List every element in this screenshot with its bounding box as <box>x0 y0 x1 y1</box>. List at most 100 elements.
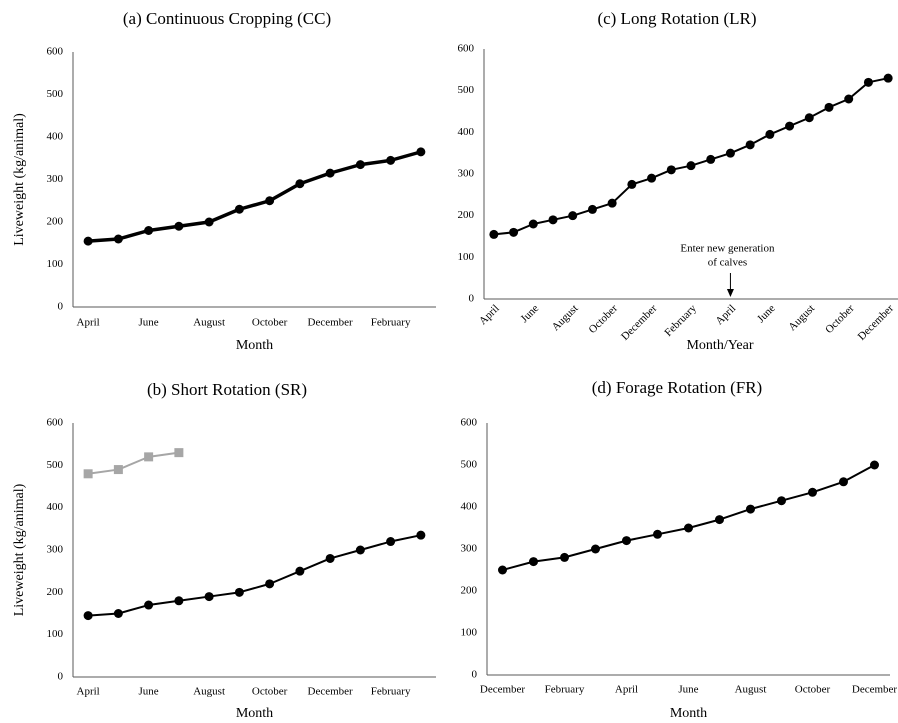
point <box>560 552 569 562</box>
chart-title: (a) Continuous Cropping (CC) <box>123 9 331 28</box>
x-axis-label: Month <box>236 338 273 353</box>
point <box>416 147 426 157</box>
point <box>684 523 693 533</box>
y-tick-label: 0 <box>58 671 64 683</box>
y-tick-label: 300 <box>461 543 478 555</box>
point <box>83 611 93 621</box>
x-tick-label: April <box>713 302 738 327</box>
annotation: of calves <box>708 257 747 269</box>
point <box>174 221 184 231</box>
x-tick-label: October <box>252 317 288 329</box>
chart-title: (c) Long Rotation (LR) <box>597 9 756 28</box>
point <box>295 179 305 189</box>
y-axis-label: Liveweight (kg/animal) <box>12 113 27 246</box>
point <box>509 227 519 237</box>
y-tick-label: 200 <box>47 586 64 598</box>
point <box>568 211 578 221</box>
point <box>204 217 214 227</box>
point <box>706 154 716 164</box>
point <box>804 113 814 123</box>
y-tick-label: 300 <box>47 544 64 556</box>
x-tick-label: August <box>550 302 581 333</box>
y-tick-label: 400 <box>458 126 475 138</box>
x-tick-label: April <box>77 686 100 698</box>
y-tick-label: 0 <box>469 293 475 305</box>
x-tick-label: June <box>139 317 159 329</box>
x-tick-label: December <box>852 684 898 696</box>
point <box>863 77 873 87</box>
point <box>777 496 786 506</box>
x-tick-label: April <box>477 302 502 327</box>
point <box>529 557 538 567</box>
point <box>870 460 879 470</box>
y-tick-label: 300 <box>458 168 475 180</box>
point <box>844 94 854 104</box>
point <box>386 537 396 547</box>
y-tick-label: 200 <box>461 585 478 597</box>
point <box>355 545 365 555</box>
y-tick-label: 600 <box>461 417 478 429</box>
point <box>498 565 507 575</box>
point <box>622 536 631 546</box>
point <box>765 129 775 139</box>
annotation: Enter new generation <box>680 243 775 255</box>
y-tick-label: 300 <box>47 173 64 185</box>
point <box>113 234 123 244</box>
point <box>386 155 396 165</box>
x-tick-label: December <box>308 686 354 698</box>
x-tick-label: June <box>678 684 698 696</box>
point <box>839 477 848 487</box>
series-line <box>88 150 422 243</box>
point <box>113 609 123 618</box>
y-tick-label: 500 <box>47 459 64 471</box>
y-tick-label: 100 <box>461 627 478 639</box>
y-tick-label: 200 <box>47 216 64 228</box>
point <box>355 160 365 170</box>
y-tick-label: 400 <box>461 501 478 513</box>
point <box>587 204 597 214</box>
y-tick-label: 600 <box>47 417 64 429</box>
point <box>647 173 657 183</box>
point <box>325 553 335 563</box>
x-tick-label: February <box>662 302 699 339</box>
point <box>295 566 305 576</box>
y-tick-label: 100 <box>47 258 64 270</box>
x-tick-label: August <box>193 686 225 698</box>
point <box>808 487 817 497</box>
point <box>715 515 724 525</box>
point <box>174 448 184 458</box>
x-tick-label: August <box>193 317 225 329</box>
chart-title: (d) Forage Rotation (FR) <box>592 378 762 397</box>
point <box>265 196 275 206</box>
x-axis-label: Month/Year <box>686 338 753 353</box>
point <box>591 544 600 554</box>
y-tick-label: 400 <box>47 131 64 143</box>
point <box>666 165 676 175</box>
x-tick-label: February <box>371 686 411 698</box>
point <box>204 592 214 602</box>
series-line <box>493 77 889 236</box>
y-tick-label: 100 <box>47 628 64 640</box>
y-tick-label: 500 <box>47 88 64 100</box>
x-tick-label: April <box>615 684 638 696</box>
point <box>265 579 275 589</box>
y-tick-label: 500 <box>461 459 478 471</box>
series-line <box>502 464 875 571</box>
x-axis-label: Month <box>670 706 707 721</box>
x-tick-label: December <box>308 317 354 329</box>
x-tick-label: June <box>755 302 778 325</box>
point <box>489 229 499 239</box>
x-tick-label: February <box>545 684 585 696</box>
point <box>686 161 696 171</box>
y-tick-label: 400 <box>47 501 64 513</box>
point <box>785 121 795 131</box>
point <box>325 168 335 178</box>
x-axis-label: Month <box>236 706 273 721</box>
x-tick-label: August <box>735 684 767 696</box>
y-tick-label: 100 <box>458 251 475 263</box>
point <box>416 530 426 540</box>
x-tick-label: October <box>587 302 621 336</box>
point <box>528 219 538 229</box>
x-tick-label: October <box>795 684 831 696</box>
